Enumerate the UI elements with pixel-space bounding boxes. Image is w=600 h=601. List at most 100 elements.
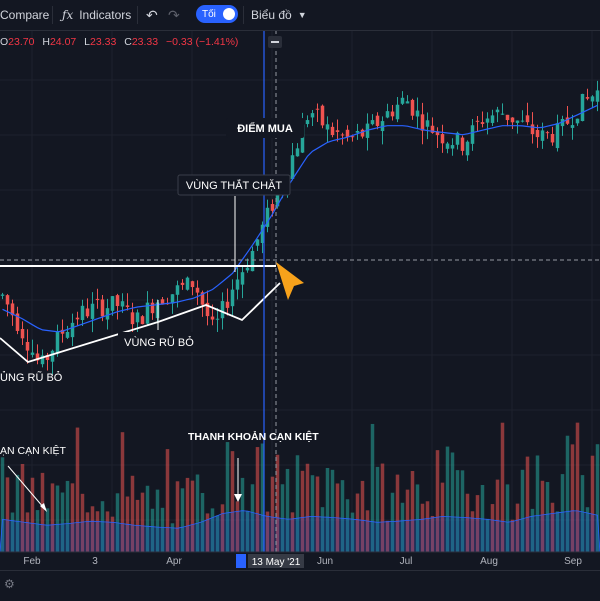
candle-body bbox=[150, 302, 155, 314]
candle-body bbox=[335, 130, 340, 132]
compare-label: Compare bbox=[0, 8, 50, 22]
close-value: 23.33 bbox=[131, 36, 159, 48]
compare-button[interactable]: Compare bbox=[0, 0, 49, 30]
x-tick-label: Feb bbox=[23, 556, 41, 567]
candle-body bbox=[325, 124, 330, 130]
volume-bar bbox=[345, 499, 350, 552]
chart-menu-label: Biểu đồ bbox=[251, 8, 292, 22]
volume-pane bbox=[0, 422, 600, 552]
volume-bar bbox=[95, 511, 100, 552]
volume-bar bbox=[470, 511, 475, 552]
volume-bar bbox=[235, 501, 240, 552]
volume-bar bbox=[570, 444, 575, 552]
volume-bar bbox=[395, 474, 400, 552]
volume-bar bbox=[265, 511, 270, 552]
candle-body bbox=[175, 285, 180, 295]
volume-bar bbox=[130, 475, 135, 552]
volume-bar bbox=[330, 469, 335, 552]
volume-bar bbox=[575, 422, 580, 552]
candle-body bbox=[295, 148, 300, 157]
volume-bar bbox=[375, 466, 380, 552]
volume-bar bbox=[435, 450, 440, 552]
liquidity-text-2: ẠN CẠN KIỆT bbox=[0, 444, 67, 457]
collapse-legend-button[interactable] bbox=[268, 36, 282, 48]
candle-body bbox=[445, 143, 450, 149]
volume-bar bbox=[350, 512, 355, 552]
top-toolbar: Compare ƒx Indicators ↶ ↷ Tối Biểu đồ ▼ bbox=[0, 0, 600, 31]
volume-bar bbox=[565, 435, 570, 552]
volume-bar bbox=[520, 469, 525, 552]
candle-body bbox=[480, 122, 485, 124]
volume-bar bbox=[195, 474, 200, 552]
volume-bar bbox=[460, 470, 465, 552]
volume-bar bbox=[505, 484, 510, 552]
volume-bar bbox=[225, 442, 230, 552]
undo-icon[interactable]: ↶ bbox=[146, 6, 158, 23]
theme-toggle[interactable]: Tối bbox=[196, 5, 238, 23]
candle-body bbox=[595, 90, 600, 102]
settings-icon[interactable]: ⚙ bbox=[4, 577, 15, 591]
volume-bar bbox=[480, 484, 485, 552]
candle-body bbox=[185, 277, 190, 290]
candle-body bbox=[570, 125, 575, 128]
candle-body bbox=[190, 281, 195, 288]
tight-zone-label: VÙNG THẮT CHẶT bbox=[177, 174, 291, 196]
candle-body bbox=[230, 289, 235, 307]
volume-bar bbox=[300, 470, 305, 552]
candle-body bbox=[30, 352, 35, 355]
volume-bar bbox=[175, 481, 180, 552]
candle-body bbox=[195, 287, 200, 293]
volume-bar bbox=[155, 489, 160, 552]
volume-bar bbox=[190, 480, 195, 552]
volume-bar bbox=[285, 468, 290, 552]
candle-body bbox=[10, 303, 15, 316]
volume-bar bbox=[545, 482, 550, 552]
volume-bar bbox=[355, 493, 360, 552]
candle-body bbox=[330, 126, 335, 136]
volume-bar bbox=[550, 502, 555, 552]
candle-body bbox=[590, 96, 595, 102]
volume-bar bbox=[400, 502, 405, 552]
candle-body bbox=[245, 267, 250, 271]
candle-body bbox=[435, 131, 440, 136]
shakeout-label-2: ỦNG RŨ BỎ bbox=[0, 371, 63, 384]
candle-body bbox=[440, 134, 445, 144]
volume-bar bbox=[5, 477, 10, 552]
redo-icon[interactable]: ↷ bbox=[168, 6, 180, 23]
candle-body bbox=[340, 134, 345, 136]
volume-bar bbox=[510, 519, 515, 552]
volume-bar bbox=[80, 493, 85, 552]
candle-body bbox=[535, 129, 540, 138]
candle-body bbox=[65, 332, 70, 338]
volume-bar bbox=[140, 492, 145, 552]
candle-body bbox=[105, 308, 110, 320]
chart-menu-button[interactable]: Biểu đồ ▼ bbox=[251, 0, 307, 30]
candle-body bbox=[395, 104, 400, 120]
candle-body bbox=[580, 93, 585, 122]
liquidity-label: THANH KHOẢN CẠN KIỆT bbox=[188, 430, 319, 443]
candle-body bbox=[465, 141, 470, 156]
volume-bar bbox=[535, 455, 540, 552]
candle-body bbox=[90, 303, 95, 319]
candle-body bbox=[70, 322, 75, 338]
indicators-button[interactable]: ƒx Indicators bbox=[62, 0, 131, 30]
volume-bar bbox=[15, 474, 20, 552]
volume-bar bbox=[315, 476, 320, 552]
candle-body bbox=[300, 124, 305, 153]
x-tick-label: Jul bbox=[400, 556, 413, 567]
toolbar-divider bbox=[52, 6, 53, 24]
volume-bar bbox=[205, 513, 210, 552]
candle-body bbox=[320, 105, 325, 126]
volume-bar bbox=[555, 511, 560, 552]
volume-bar bbox=[380, 463, 385, 552]
fx-icon: ƒx bbox=[62, 8, 74, 22]
theme-toggle-label: Tối bbox=[202, 8, 216, 20]
open-label: O bbox=[0, 36, 9, 48]
volume-bar bbox=[370, 423, 375, 552]
candle-body bbox=[475, 120, 480, 122]
volume-bar bbox=[290, 512, 295, 552]
candle-body bbox=[15, 313, 20, 331]
candle-body bbox=[310, 113, 315, 118]
candle-body bbox=[510, 117, 515, 123]
